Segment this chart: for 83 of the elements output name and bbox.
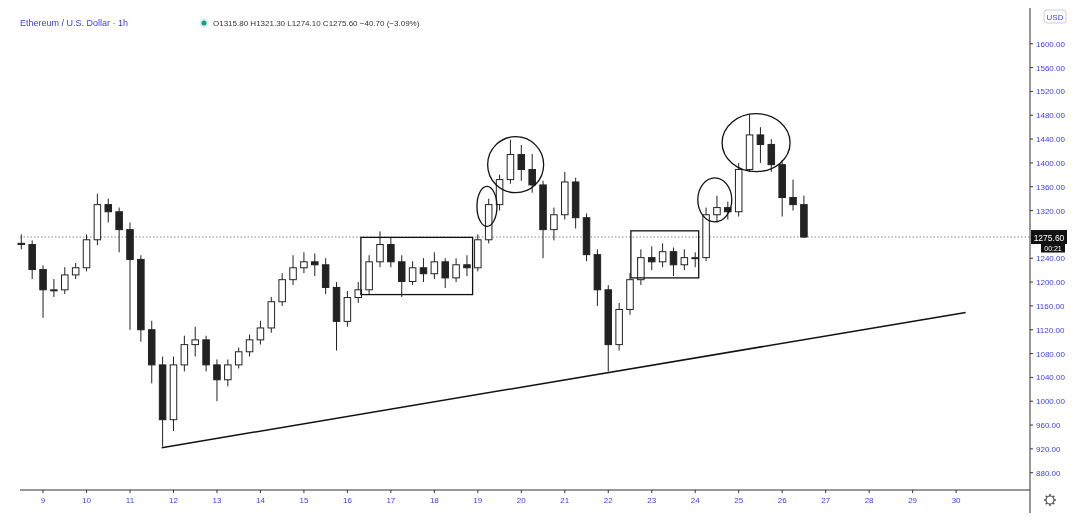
candlestick [637, 248, 645, 286]
x-tick-label: 25 [734, 496, 744, 505]
y-tick-label: 880.00 [1036, 468, 1062, 478]
x-tick-label: 14 [255, 496, 266, 505]
candlestick [245, 334, 254, 358]
candlestick [463, 254, 471, 277]
candlestick [191, 326, 199, 358]
candlestick [311, 252, 319, 277]
candlestick [647, 245, 656, 271]
candlestick [321, 257, 330, 295]
y-tick-label: 1160.00 [1036, 301, 1065, 311]
x-tick-label: 20 [516, 496, 527, 505]
x-tick-label: 26 [777, 496, 788, 505]
candlestick [376, 230, 384, 268]
candlestick [767, 138, 776, 173]
x-tick-label: 21 [560, 496, 570, 505]
x-tick-label: 13 [212, 496, 222, 505]
candlestick [50, 278, 58, 298]
candlestick [343, 290, 352, 328]
candlestick [256, 320, 265, 346]
y-tick-label: 1520.00 [1036, 87, 1066, 97]
ref-line-label: 1275.60 [1033, 233, 1065, 244]
candlestick [213, 359, 221, 402]
x-tick-label: 12 [169, 496, 179, 505]
candlestick [658, 242, 667, 268]
x-tick-label: 19 [473, 496, 483, 505]
candlestick [430, 251, 439, 280]
x-tick-label: 18 [429, 496, 440, 505]
candlestick [756, 126, 765, 164]
text: Ethereum / U.S. Dollar · 1h [20, 18, 129, 28]
y-tick-label: 920.00 [1036, 444, 1062, 454]
y-tick-label: 1480.00 [1036, 111, 1066, 121]
candlestick [713, 195, 721, 223]
candlestick [289, 254, 297, 286]
candlestick [180, 335, 189, 372]
candlestick [680, 248, 689, 271]
y-tick-label: 1080.00 [1036, 349, 1066, 359]
y-tick-label: 1360.00 [1036, 182, 1066, 192]
candlestick [789, 179, 797, 212]
y-tick-label: 1320.00 [1036, 206, 1066, 216]
x-tick-label: 16 [342, 496, 353, 505]
y-tick-label: 1120.00 [1036, 325, 1065, 335]
candlestick [441, 257, 449, 289]
candlestick [278, 272, 286, 307]
x-tick-label: 27 [821, 496, 831, 505]
candlestick [387, 236, 395, 268]
candlestick [300, 251, 308, 274]
x-tick-label: 15 [299, 496, 309, 505]
candlestick [234, 347, 243, 369]
candlestick [397, 254, 406, 298]
candlestick [452, 257, 460, 283]
x-tick-label: 10 [82, 496, 92, 505]
x-tick-label: 30 [951, 496, 962, 505]
x-tick-label: 17 [386, 496, 396, 505]
y-tick-label: 1400.00 [1036, 158, 1066, 168]
candlestick [224, 359, 232, 387]
y-tick-label: 1200.00 [1036, 278, 1066, 288]
candlestick [419, 257, 428, 283]
text: USD [1046, 13, 1064, 22]
candlestick [104, 198, 113, 223]
candlestick [39, 264, 47, 319]
candlestick [528, 153, 536, 194]
y-tick-label: 1440.00 [1036, 135, 1066, 145]
y-tick-label: 1040.00 [1036, 373, 1066, 383]
x-tick-label: 28 [864, 496, 875, 505]
text: O1315.80 H1321.30 L1274.10 C1275.60 −40.70 (−3.09%) [213, 19, 420, 28]
candlestick [669, 247, 678, 277]
y-tick-label: 1000.00 [1036, 397, 1066, 407]
x-tick-label: 11 [125, 496, 135, 505]
y-tick-label: 1240.00 [1036, 254, 1066, 264]
candlestick [408, 260, 417, 286]
candlestick [517, 144, 526, 182]
candlestick [550, 207, 558, 241]
y-tick-label: 1600.00 [1036, 39, 1066, 49]
y-tick-label: 1560.00 [1036, 63, 1066, 73]
y-tick-label: 960.00 [1036, 421, 1062, 431]
x-tick-label: 22 [603, 496, 614, 505]
candlestick [61, 266, 69, 295]
x-tick-label: 29 [908, 496, 918, 505]
x-tick-label: 24 [690, 496, 701, 505]
x-tick-label: 9 [40, 496, 46, 505]
x-tick-label: 23 [647, 496, 657, 505]
candlestick [115, 207, 123, 253]
